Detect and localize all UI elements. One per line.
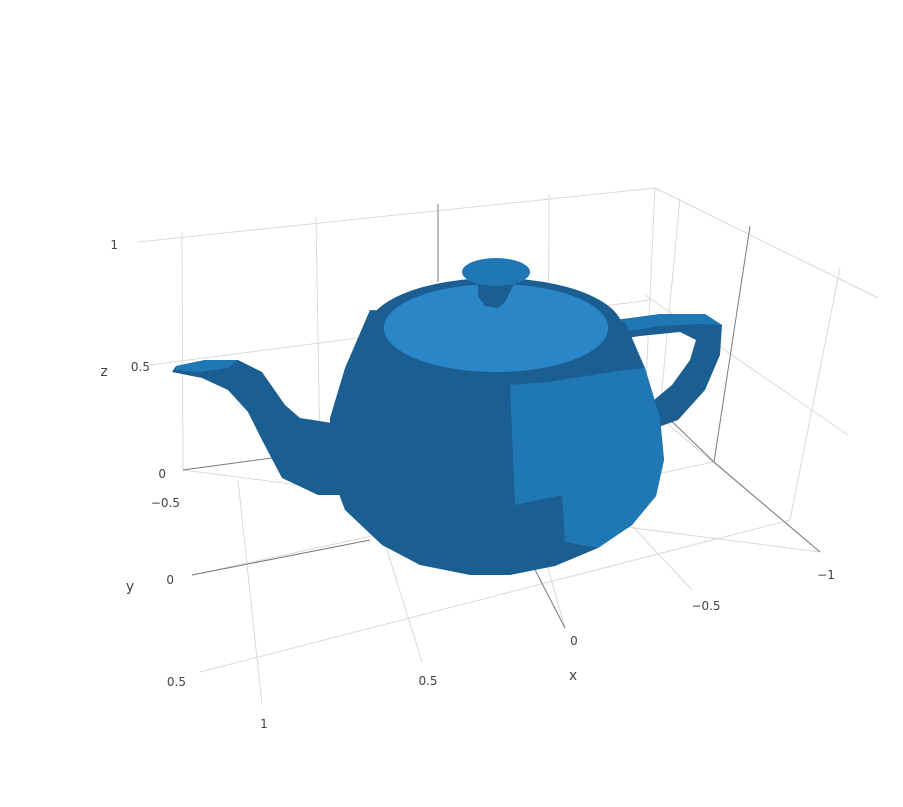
y-axis: −0.5 0 0.5 y [126, 496, 186, 689]
teapot-spout [172, 360, 350, 495]
z-axis-title: z [100, 364, 107, 380]
x-tick-label: 1 [260, 717, 268, 731]
y-axis-title: y [126, 579, 134, 595]
x-axis: −1 −0.5 0 0.5 1 x [260, 568, 835, 731]
y-tick-label: 0 [166, 573, 174, 587]
z-axis: 1 0.5 0 z [100, 238, 166, 481]
teapot-spout-highlight [176, 360, 238, 372]
x-tick-label: −1 [817, 568, 835, 582]
y-tick-label: 0.5 [167, 675, 186, 689]
x-axis-title: x [569, 668, 577, 684]
teapot-mesh[interactable] [172, 258, 722, 575]
teapot-knob [462, 258, 530, 286]
teapot-handle-top [620, 314, 722, 332]
teapot-body-light [510, 368, 664, 548]
y-tick-label: −0.5 [151, 496, 180, 510]
z-tick-label: 0.5 [131, 360, 150, 374]
teapot-lid [384, 284, 608, 372]
teapot-handle [615, 314, 722, 430]
x-tick-label: −0.5 [691, 599, 720, 613]
x-tick-label: 0 [570, 634, 578, 648]
z-tick-label: 1 [110, 238, 118, 252]
x-tick-label: 0.5 [418, 674, 437, 688]
teapot-knob-stem [478, 282, 515, 308]
z-tick-label: 0 [158, 467, 166, 481]
